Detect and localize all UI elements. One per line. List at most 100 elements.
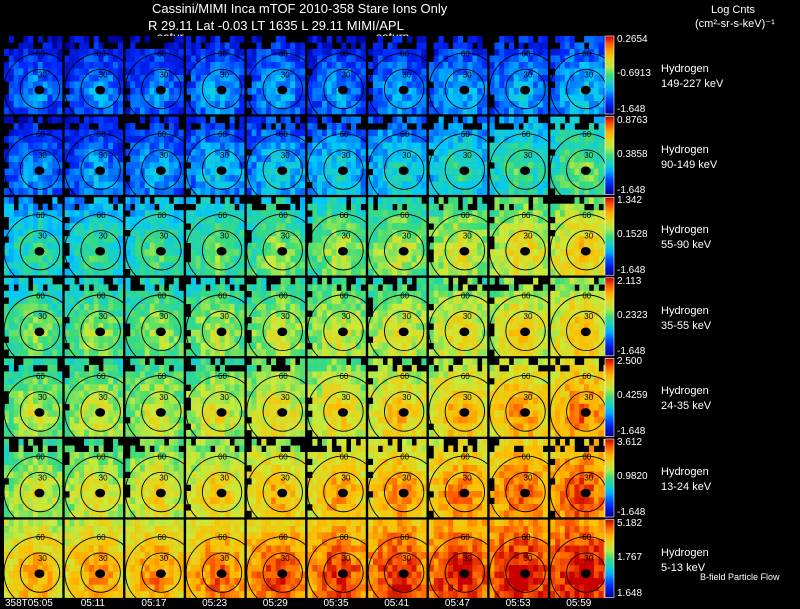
planet-disk (580, 327, 591, 337)
contour-30 (19, 552, 61, 593)
image-panel: 30 60 (124, 519, 198, 609)
planet-disk (95, 488, 106, 498)
contour-label-30: 30 (38, 312, 47, 321)
image-panel: 30 60 (3, 358, 77, 448)
image-panel: 30 60 (185, 197, 259, 287)
contour-30 (323, 391, 364, 432)
contour-label-30: 30 (524, 151, 533, 160)
contour-30 (383, 68, 425, 110)
image-panel: 30 60 (64, 36, 138, 126)
contour-label-30: 30 (281, 473, 290, 482)
species-label: Hydrogen (661, 546, 709, 559)
contour-30 (383, 552, 425, 593)
units-sublabel: (cm²-sr-s-keV)⁻¹ (695, 18, 775, 30)
planet-disk (520, 488, 531, 498)
image-panel: 30 60 (185, 116, 259, 207)
contour-label-30: 30 (38, 554, 47, 563)
contour-30 (444, 68, 486, 110)
contour-label-30: 30 (281, 312, 290, 321)
contour-label-60: 60 (279, 130, 288, 139)
image-panel: 30 60 (549, 116, 623, 207)
image-panel: 30 60 (246, 439, 320, 529)
contour-30 (141, 230, 182, 271)
image-panel: 30 60 (246, 519, 320, 609)
energy-label: 5-13 keV (661, 561, 706, 574)
image-panel: 30 60 (307, 358, 380, 448)
contour-label-30: 30 (99, 554, 108, 563)
planet-disk (459, 569, 470, 578)
contour-30 (201, 149, 243, 190)
contour-label-30: 30 (99, 473, 108, 482)
colorbar-max: 2.500 (617, 356, 643, 368)
planet-disk (459, 166, 470, 175)
contour-30 (505, 149, 546, 190)
contour-label-30: 30 (38, 473, 47, 482)
contour-label-60: 60 (97, 453, 106, 462)
image-panel: 30 60 (549, 197, 623, 287)
image-panel: 30 60 (3, 197, 77, 287)
contour-30 (201, 552, 243, 593)
planet-disk (337, 246, 348, 256)
plot-title: Cassini/MIMI Inca mTOF 2010-358 Stare Io… (152, 1, 448, 16)
colorbar (605, 358, 614, 437)
image-panel: 30 60 (428, 36, 502, 126)
contour-label-30: 30 (402, 473, 411, 482)
contour-label-30: 30 (220, 151, 229, 160)
planet-disk (34, 408, 45, 417)
contour-label-30: 30 (584, 232, 593, 241)
planet-disk (277, 85, 288, 95)
time-tick-label: 05:47 (444, 598, 470, 609)
contour-30 (262, 391, 303, 432)
image-panel: 30 60 (64, 439, 138, 529)
contour-label-30: 30 (463, 232, 472, 241)
planet-disk (34, 488, 45, 498)
planet-disk (459, 85, 470, 95)
colorbar-max: 0.2654 (617, 34, 648, 45)
planet-disk (580, 488, 591, 498)
colorbar-mid: 0.4259 (617, 390, 648, 402)
energy-label: 90-149 keV (661, 158, 718, 171)
contour-30 (323, 552, 364, 593)
planet-disk (216, 408, 227, 417)
image-panel: 30 60 (124, 277, 198, 368)
panel-row-6: 30 60 30 60 30 60 30 60 30 60 30 60 30 60 30 60 30 60 30 60 (3, 438, 623, 529)
planet-disk (155, 246, 166, 256)
time-tick-label: 05:59 (566, 598, 592, 609)
contour-label-60: 60 (400, 291, 409, 300)
contour-30 (383, 310, 425, 352)
colorbar-mid: 0.2323 (617, 309, 648, 321)
contour-label-30: 30 (402, 312, 411, 321)
contour-label-60: 60 (582, 291, 591, 300)
contour-label-30: 30 (281, 151, 290, 160)
contour-30 (141, 391, 182, 432)
contour-label-60: 60 (157, 453, 166, 462)
contour-label-60: 60 (97, 50, 106, 59)
contour-label-30: 30 (584, 151, 593, 160)
planet-disk (277, 569, 288, 578)
planet-disk (216, 246, 227, 256)
contour-30 (323, 310, 364, 352)
contour-30 (19, 68, 61, 110)
planet-disk (95, 569, 106, 578)
planet-disk (216, 569, 227, 578)
planet-disk (155, 85, 166, 95)
contour-label-60: 60 (400, 50, 409, 59)
image-panel: 30 60 (64, 519, 138, 609)
contour-label-30: 30 (584, 473, 593, 482)
contour-label-60: 60 (582, 130, 591, 139)
time-tick-label: 05:53 (505, 598, 531, 609)
contour-30 (80, 310, 121, 352)
contour-label-60: 60 (339, 372, 348, 381)
colorbar-min: -1.648 (617, 265, 646, 277)
contour-30 (444, 149, 486, 190)
planet-disk (580, 166, 591, 175)
contour-label-30: 30 (220, 70, 229, 79)
contour-label-60: 60 (582, 533, 591, 542)
contour-label-60: 60 (279, 291, 288, 300)
planet-disk (155, 569, 166, 578)
image-panel: 30 60 (185, 519, 259, 609)
contour-label-30: 30 (463, 312, 472, 321)
contour-label-60: 60 (461, 372, 470, 381)
colorbar-min: -1.648 (617, 104, 646, 115)
contour-30 (141, 471, 182, 513)
